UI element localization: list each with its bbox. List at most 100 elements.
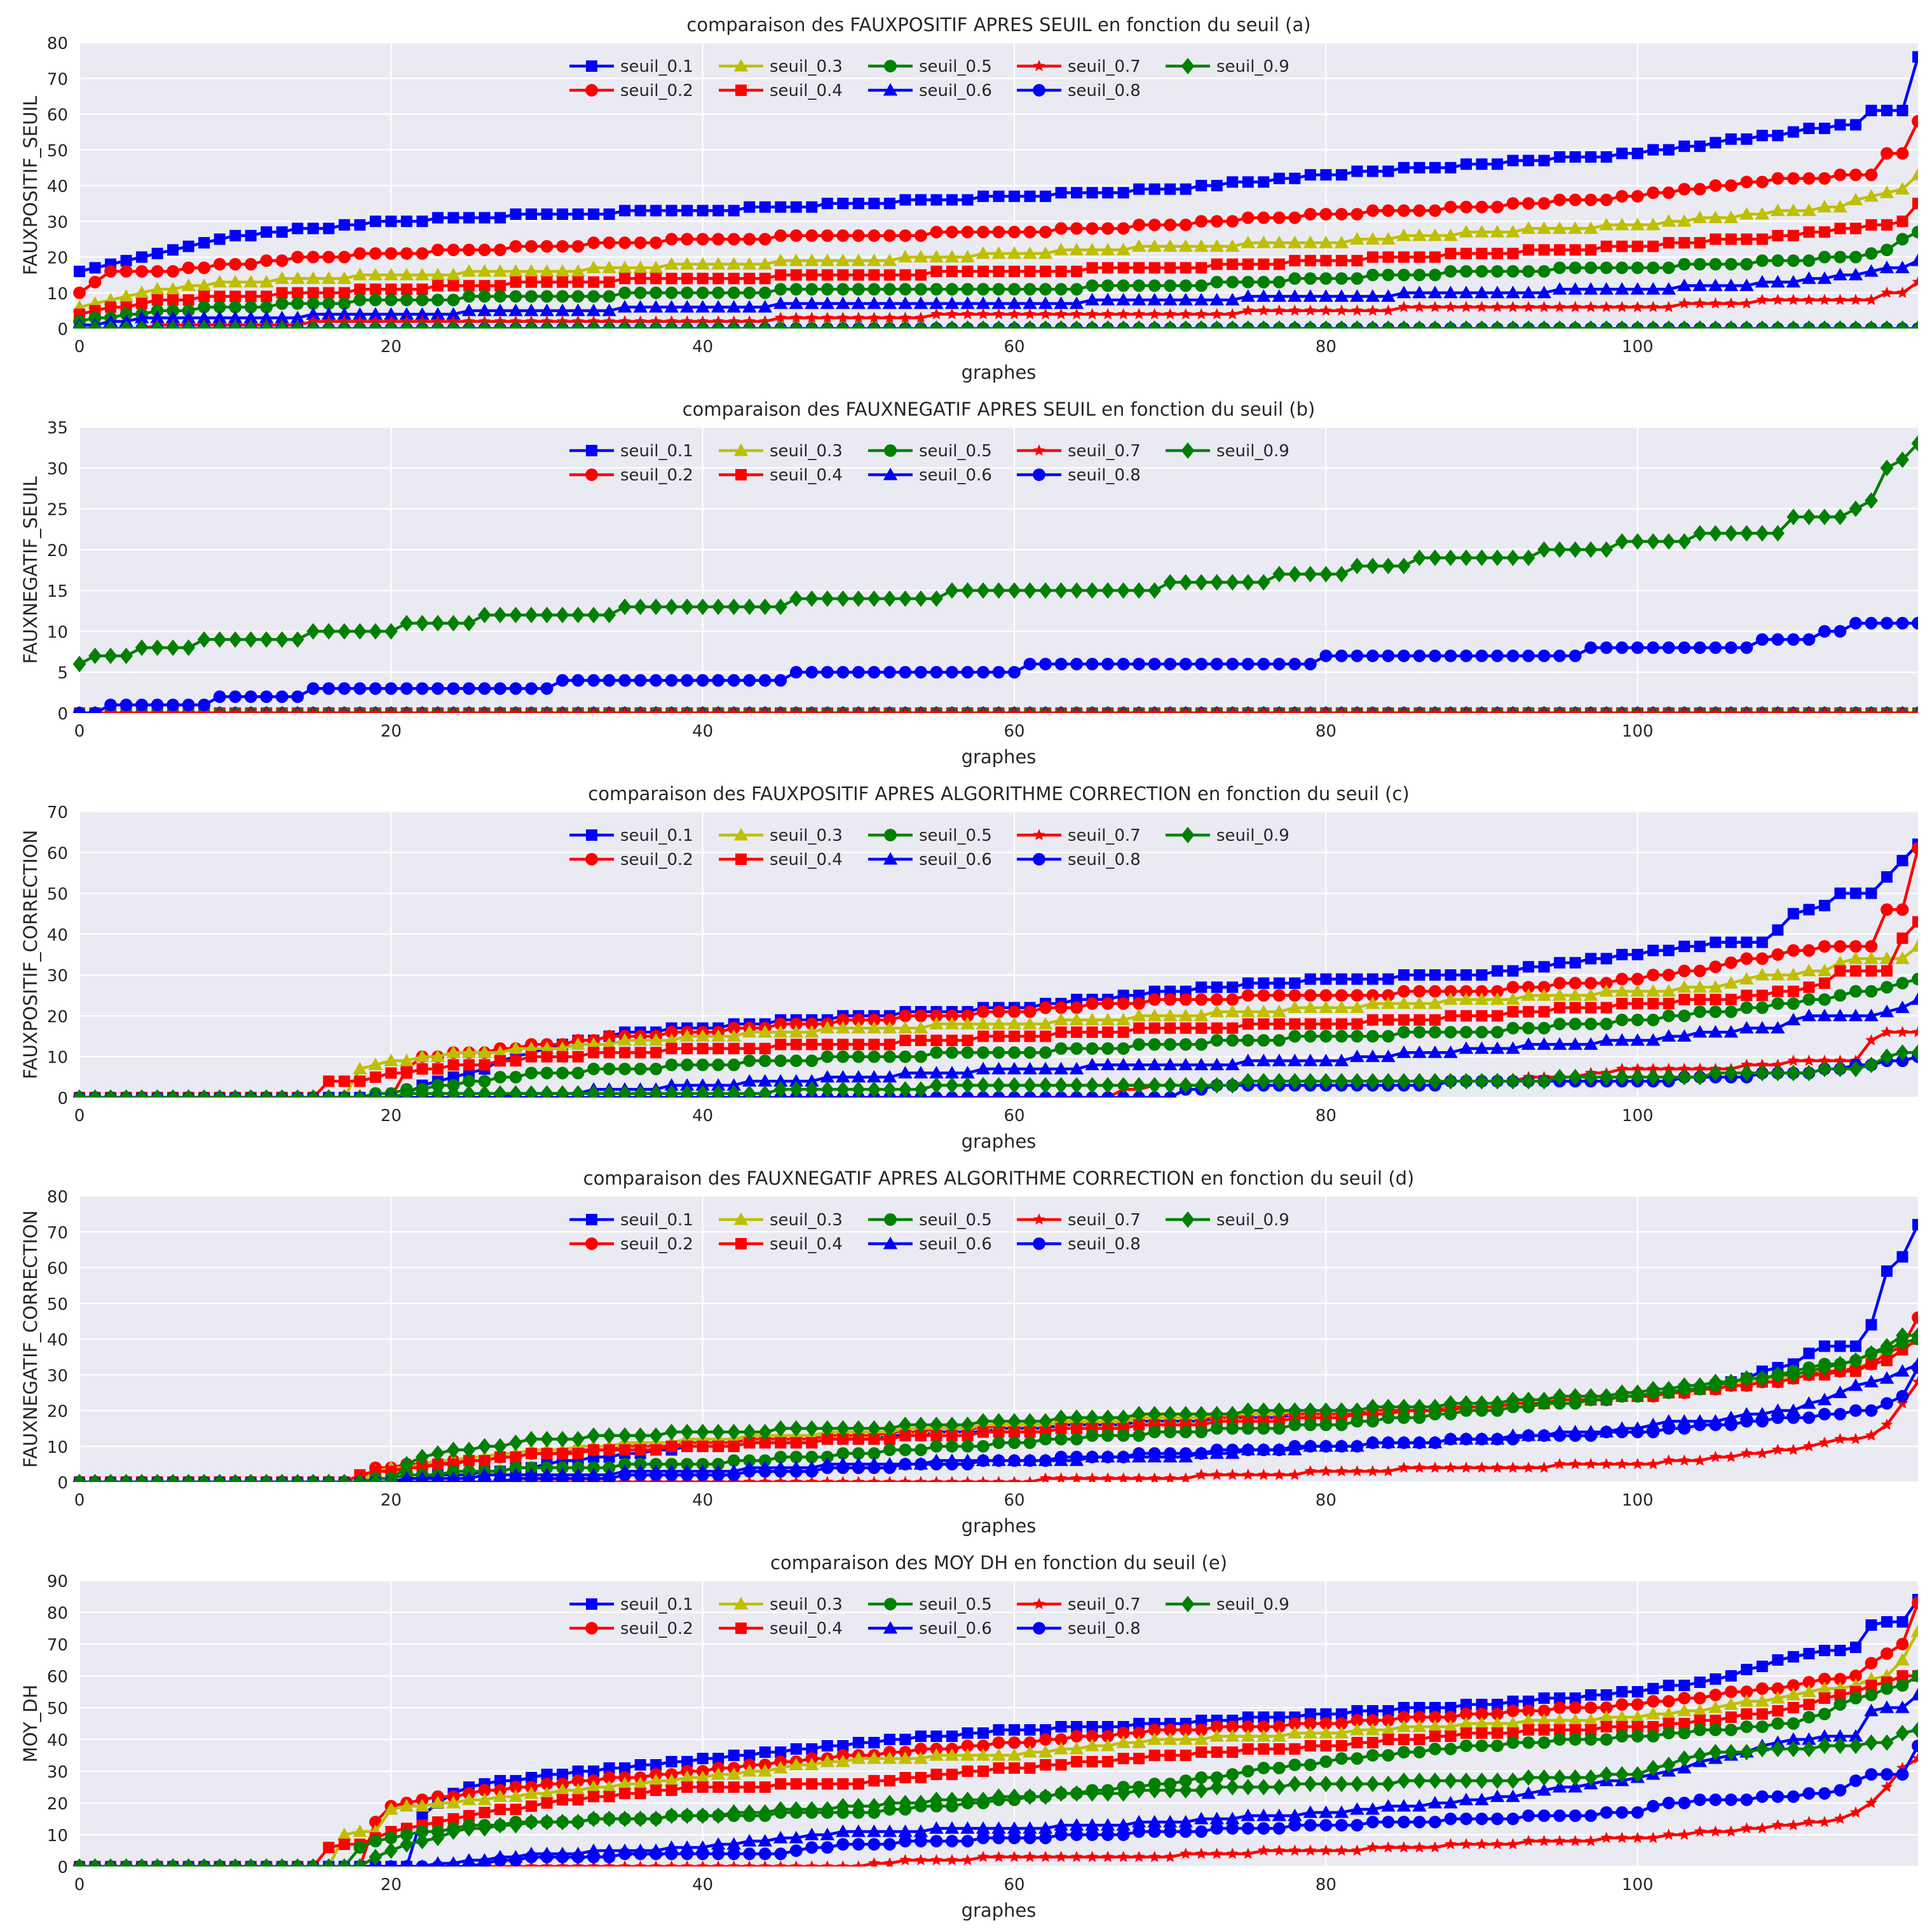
legend-label: seuil_0.3	[770, 826, 843, 845]
data-point	[1398, 1026, 1410, 1039]
data-point	[463, 1075, 475, 1088]
data-point	[1085, 292, 1099, 306]
data-point	[1350, 1402, 1364, 1419]
data-point	[1724, 1065, 1738, 1082]
data-point	[1771, 948, 1785, 961]
data-point	[1646, 320, 1660, 329]
data-point	[1023, 1454, 1037, 1467]
data-point	[852, 1447, 865, 1460]
data-point	[275, 310, 289, 323]
data-point	[993, 1476, 1005, 1482]
data-point	[1663, 1063, 1675, 1074]
data-point	[1195, 262, 1208, 274]
data-point	[790, 1743, 802, 1755]
data-point	[712, 1058, 725, 1071]
data-point	[182, 639, 196, 656]
data-point	[1444, 984, 1457, 998]
legend-marker	[883, 852, 898, 865]
data-point	[1710, 936, 1722, 948]
data-point	[820, 320, 834, 329]
data-point	[1117, 320, 1131, 329]
data-point	[1381, 996, 1396, 1009]
data-point	[743, 286, 756, 299]
data-point	[619, 1762, 631, 1774]
data-point	[1741, 1664, 1753, 1675]
data-point	[1880, 1048, 1894, 1065]
data-point	[477, 303, 492, 316]
data-point	[1896, 1638, 1909, 1650]
data-point	[944, 296, 960, 310]
data-point	[619, 205, 631, 217]
data-point	[697, 707, 709, 713]
data-point	[930, 1009, 943, 1023]
legend-entry: seuil_0.7	[1017, 1211, 1141, 1230]
legend-marker	[1033, 84, 1045, 97]
data-point	[1756, 1661, 1768, 1672]
data-point	[1616, 1458, 1628, 1469]
data-point	[1288, 1717, 1302, 1730]
data-point	[1351, 973, 1363, 985]
data-point	[1226, 1422, 1239, 1435]
data-point	[368, 307, 383, 320]
data-point	[915, 283, 927, 296]
data-point	[572, 1051, 584, 1063]
data-point	[1055, 1472, 1067, 1482]
data-point	[1023, 1091, 1037, 1098]
data-point	[727, 674, 740, 687]
data-point	[1382, 1705, 1394, 1717]
data-point	[899, 1443, 912, 1457]
data-point	[1912, 114, 1918, 128]
data-point	[789, 1074, 804, 1087]
data-point	[1086, 1026, 1098, 1038]
data-point	[1289, 172, 1301, 184]
data-point	[384, 268, 398, 281]
data-point	[727, 1424, 741, 1441]
data-point	[1537, 1391, 1551, 1408]
data-point	[228, 1089, 242, 1098]
data-point	[1771, 1065, 1785, 1082]
legend-entry: seuil_0.2	[569, 850, 693, 869]
legend-marker	[884, 444, 897, 457]
data-point	[1444, 1395, 1457, 1412]
data-point	[805, 1074, 819, 1087]
data-point	[1101, 657, 1115, 670]
data-point	[1443, 992, 1458, 1005]
data-point	[805, 1420, 819, 1437]
data-point	[1834, 222, 1846, 235]
data-point	[1164, 183, 1176, 195]
data-point	[508, 303, 523, 316]
data-point	[306, 1473, 320, 1482]
data-point	[213, 257, 226, 271]
data-point	[992, 1454, 1005, 1467]
data-point	[977, 190, 989, 202]
y-tick-label: 0	[57, 1089, 68, 1108]
data-point	[89, 262, 101, 274]
data-point	[946, 1091, 958, 1098]
data-point	[913, 1021, 929, 1034]
data-point	[1194, 1058, 1209, 1071]
data-point	[1303, 1053, 1318, 1066]
data-point	[1817, 963, 1832, 977]
legend-marker	[884, 60, 897, 72]
data-point	[369, 1089, 383, 1098]
data-point	[1568, 988, 1582, 1001]
data-point	[1225, 239, 1240, 252]
data-point	[1662, 1009, 1675, 1023]
data-point	[883, 1476, 896, 1482]
data-point	[1756, 294, 1769, 305]
chart-title: comparaison des FAUXNEGATIF APRES ALGORI…	[583, 1167, 1415, 1189]
data-point	[245, 290, 257, 303]
data-point	[619, 1444, 631, 1456]
data-point	[1523, 1006, 1535, 1017]
data-point	[524, 1085, 538, 1098]
data-point	[1553, 541, 1567, 558]
data-point	[198, 261, 211, 275]
data-point	[1164, 993, 1177, 1006]
data-point	[244, 257, 257, 271]
data-point	[1303, 1030, 1317, 1043]
data-point	[1771, 254, 1785, 268]
data-point	[1647, 186, 1660, 200]
data-point	[649, 1427, 663, 1444]
data-point	[681, 273, 693, 285]
